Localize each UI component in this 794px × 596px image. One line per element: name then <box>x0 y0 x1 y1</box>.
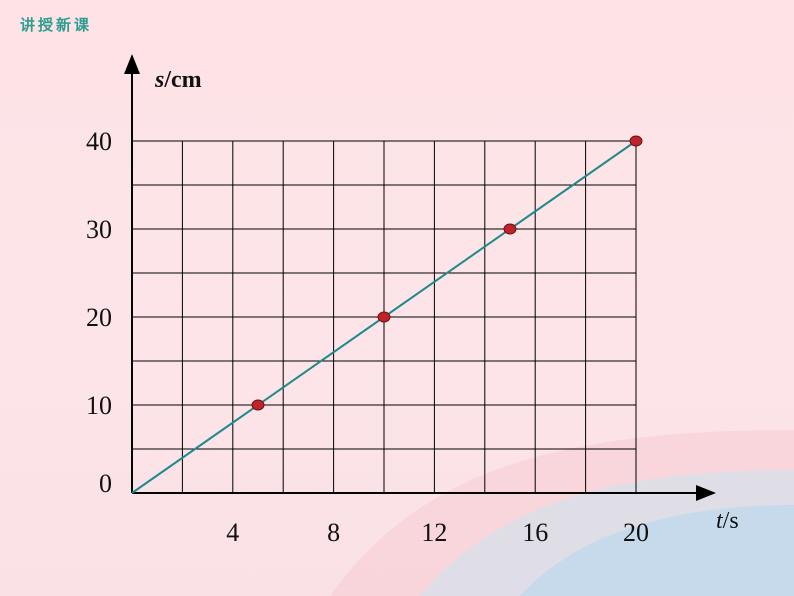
x-axis-label: t/s <box>716 508 739 534</box>
x-tick-label: 4 <box>226 518 239 547</box>
x-tick-label: 16 <box>522 518 548 547</box>
x-axis-unit: /s <box>723 508 739 534</box>
points-group <box>251 135 643 411</box>
y-axis-unit: /cm <box>163 67 201 93</box>
x-tick-label: 8 <box>327 518 340 547</box>
x-axis-var: t <box>716 508 724 534</box>
y-tick-label: 20 <box>86 303 112 332</box>
y-tick-label: 0 <box>99 469 112 498</box>
y-axis-label: s/cm <box>154 67 202 93</box>
data-point <box>503 223 517 235</box>
y-tick-labels: 0 10 20 30 40 <box>86 127 112 498</box>
section-title: 讲授新课 <box>20 16 93 34</box>
y-tick-label: 30 <box>86 215 112 244</box>
x-tick-label: 20 <box>623 518 649 547</box>
x-tick-label: 12 <box>421 518 447 547</box>
data-point <box>251 399 265 411</box>
y-tick-label: 40 <box>86 127 112 156</box>
data-point <box>629 135 643 147</box>
data-point <box>377 311 391 323</box>
x-tick-labels: 4 8 12 16 20 <box>226 518 649 547</box>
y-tick-label: 10 <box>86 391 112 420</box>
y-axis-var: s <box>154 67 164 93</box>
grid <box>132 140 637 493</box>
